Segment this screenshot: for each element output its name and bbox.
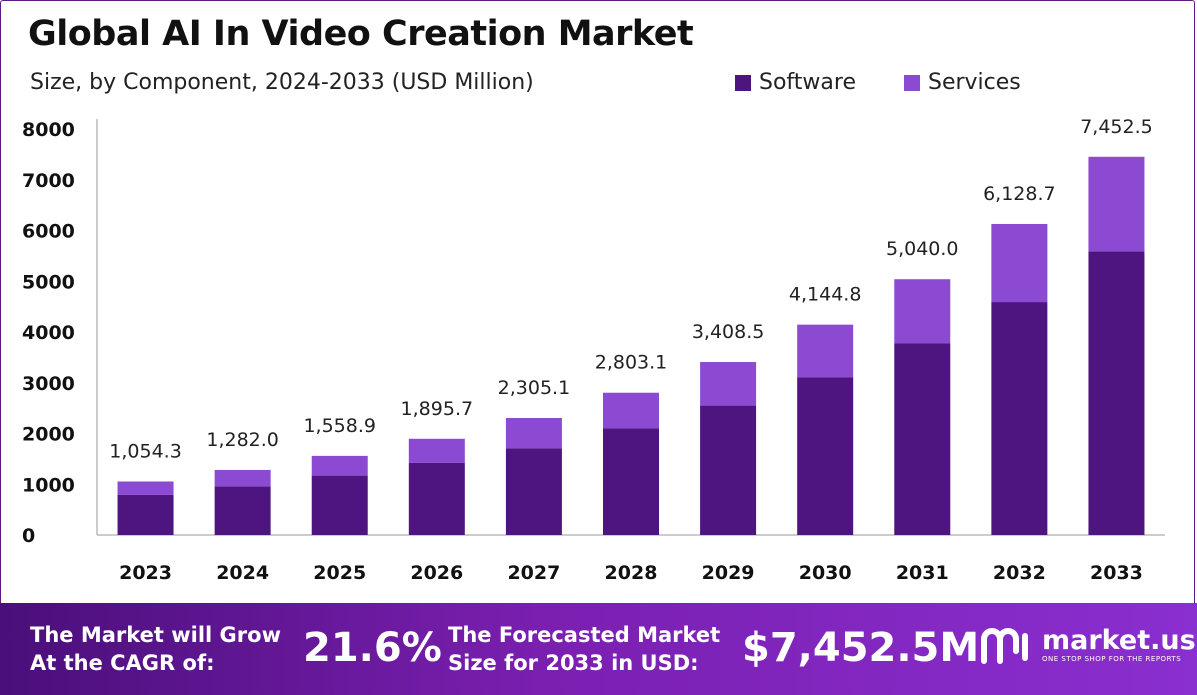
- chart-title: Global AI In Video Creation Market: [28, 14, 694, 54]
- legend-swatch-software: [735, 74, 751, 91]
- x-tick-label-2026: 2026: [410, 562, 463, 584]
- bar-software-2033: [1088, 251, 1145, 535]
- legend-swatch-services: [903, 74, 920, 91]
- bar-services-2026: [408, 438, 465, 463]
- x-tick-label-2029: 2029: [702, 562, 755, 584]
- bar-services-2031: [894, 279, 951, 344]
- y-tick-label: 1000: [22, 474, 75, 496]
- total-label-2028: 2,803.1: [595, 352, 668, 374]
- legend: Software Services: [735, 70, 1069, 95]
- y-tick-label: 6000: [22, 221, 75, 243]
- brand-tagline: ONE STOP SHOP FOR THE REPORTS: [1042, 655, 1182, 663]
- bar-software-2032: [991, 302, 1048, 535]
- brand-name: market.us: [1042, 625, 1196, 656]
- brand: market.us ONE STOP SHOP FOR THE REPORTS: [980, 625, 1196, 665]
- bar-services-2029: [700, 362, 757, 406]
- y-tick-label: 8000: [22, 119, 75, 141]
- bar-software-2023: [117, 494, 174, 535]
- y-tick-label: 5000: [22, 271, 75, 293]
- total-label-2031: 5,040.0: [886, 238, 959, 260]
- y-tick-label: 4000: [22, 322, 75, 344]
- legend-item-software: Software: [735, 70, 856, 95]
- bar-software-2024: [214, 486, 271, 535]
- bar-services-2033: [1088, 156, 1145, 252]
- total-label-2029: 3,408.5: [692, 321, 765, 343]
- total-label-2023: 1,054.3: [109, 440, 182, 462]
- bar-services-2030: [797, 324, 854, 378]
- legend-label-services: Services: [927, 70, 1021, 95]
- bar-software-2030: [797, 377, 854, 535]
- y-tick-label: 2000: [22, 424, 75, 446]
- forecast-value: $7,452.5M: [742, 625, 980, 671]
- chart-subtitle: Size, by Component, 2024-2033 (USD Milli…: [30, 70, 534, 95]
- bar-services-2023: [117, 481, 174, 495]
- total-label-2025: 1,558.9: [303, 415, 376, 437]
- market-us-logo-icon: [981, 628, 1028, 664]
- bar-services-2032: [991, 223, 1048, 303]
- bar-software-2025: [311, 475, 368, 535]
- y-tick-label: 3000: [22, 373, 75, 395]
- forecast-label-line1: The Forecasted Market: [448, 623, 721, 647]
- x-tick-label-2030: 2030: [799, 562, 852, 584]
- cagr-value: 21.6%: [303, 625, 442, 671]
- total-label-2026: 1,895.7: [401, 398, 474, 420]
- legend-label-software: Software: [759, 70, 856, 95]
- bar-software-2031: [894, 343, 951, 535]
- cagr-label-line2: At the CAGR of:: [30, 651, 215, 675]
- total-label-2030: 4,144.8: [789, 284, 862, 306]
- total-label-2033: 7,452.5: [1080, 116, 1153, 138]
- footer-banner: The Market will Grow At the CAGR of: 21.…: [0, 603, 1197, 695]
- x-tick-label-2023: 2023: [119, 562, 172, 584]
- bar-services-2028: [603, 392, 659, 429]
- forecast-label-line2: Size for 2033 in USD:: [448, 651, 699, 675]
- bar-software-2027: [505, 448, 562, 535]
- total-label-2032: 6,128.7: [983, 183, 1056, 205]
- x-tick-label-2033: 2033: [1090, 562, 1143, 584]
- y-tick-label: 7000: [22, 170, 75, 192]
- bar-services-2024: [214, 469, 271, 487]
- x-tick-label-2027: 2027: [507, 562, 560, 584]
- bar-software-2029: [700, 405, 757, 535]
- bar-software-2026: [408, 462, 465, 535]
- x-tick-label-2024: 2024: [216, 562, 269, 584]
- y-tick-label: 0: [22, 525, 35, 547]
- forecast-label: The Forecasted Market Size for 2033 in U…: [448, 621, 720, 677]
- bar-services-2025: [311, 455, 368, 476]
- total-label-2027: 2,305.1: [498, 377, 571, 399]
- x-tick-label-2032: 2032: [993, 562, 1046, 584]
- bar-software-2028: [603, 428, 659, 535]
- total-label-2024: 1,282.0: [206, 429, 279, 451]
- legend-item-services: Services: [903, 70, 1021, 95]
- stacked-bar-chart: 0 1000 2000 3000 4000 5000 6000 7000 8000 1,054.3…: [22, 116, 1165, 584]
- bar-services-2027: [505, 418, 562, 449]
- cagr-label-line1: The Market will Grow: [30, 623, 281, 647]
- cagr-label: The Market will Grow At the CAGR of:: [30, 621, 281, 677]
- x-tick-label-2028: 2028: [605, 562, 658, 584]
- x-tick-label-2025: 2025: [313, 562, 366, 584]
- brand-text: market.us ONE STOP SHOP FOR THE REPORTS: [1042, 625, 1196, 664]
- x-tick-label-2031: 2031: [896, 562, 949, 584]
